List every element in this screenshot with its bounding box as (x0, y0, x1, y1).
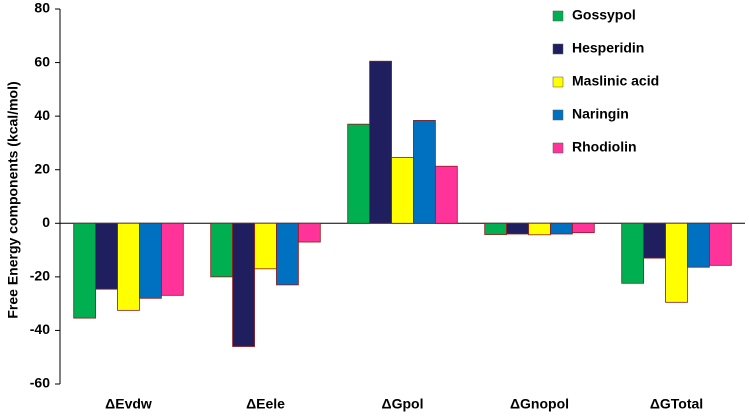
bar (232, 222, 255, 347)
bar (484, 222, 508, 235)
bar (413, 120, 436, 224)
x-tick-label: ΔGnopol (510, 396, 569, 412)
legend-label: Naringin (572, 106, 629, 122)
bar (506, 222, 529, 235)
y-tick-label: 80 (34, 0, 50, 16)
bar (528, 222, 551, 236)
bar (621, 222, 645, 284)
y-tick-label: -60 (30, 375, 50, 391)
legend-swatch (552, 10, 564, 22)
y-tick-label: -20 (30, 268, 50, 284)
y-axis-label: Free Energy components (kcal/mol) (5, 81, 21, 318)
y-tick-label: -40 (30, 321, 50, 337)
legend-swatch (552, 76, 564, 88)
x-tick-label: ΔEele (246, 396, 285, 412)
bar (254, 222, 277, 270)
bar (391, 156, 414, 224)
bar (139, 222, 162, 299)
legend-swatch (552, 109, 564, 121)
bar (117, 222, 140, 311)
bar (434, 165, 458, 224)
legend-label: Hesperidin (572, 40, 644, 56)
bar (571, 222, 595, 234)
bar (276, 222, 299, 286)
bar (643, 222, 666, 259)
bar (708, 222, 732, 266)
legend-swatch (552, 43, 564, 55)
legend-label: Gossypol (572, 7, 636, 23)
bar (210, 222, 234, 278)
legend-swatch (552, 142, 564, 154)
x-tick-label: ΔEvdw (105, 396, 152, 412)
bar (160, 222, 184, 296)
bar (347, 123, 371, 224)
bar (687, 222, 710, 268)
bar (550, 222, 573, 235)
y-tick-label: 60 (34, 53, 50, 69)
legend-label: Maslinic acid (572, 73, 659, 89)
bar (369, 60, 392, 224)
bar (95, 222, 118, 290)
y-tick-label: 0 (42, 214, 50, 230)
bar (73, 222, 97, 319)
bar (665, 222, 688, 303)
y-tick-label: 20 (34, 160, 50, 176)
legend-label: Rhodiolin (572, 139, 637, 155)
x-tick-label: ΔGTotal (650, 396, 703, 412)
x-tick-label: ΔGpol (382, 396, 424, 412)
bar (297, 222, 321, 243)
y-tick-label: 40 (34, 107, 50, 123)
